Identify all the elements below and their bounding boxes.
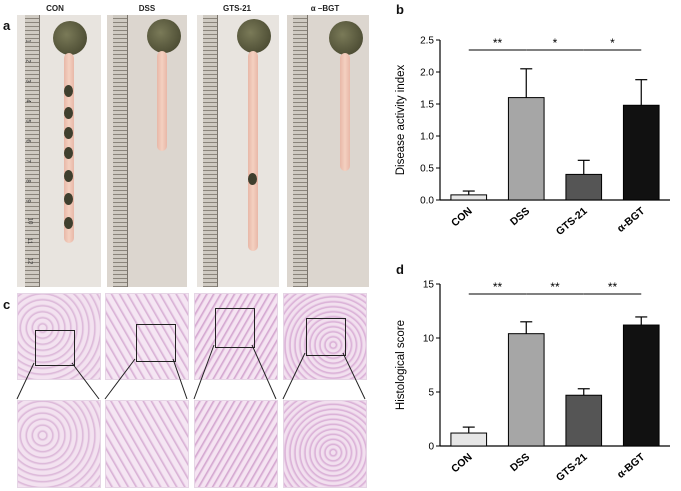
cecum-icon — [147, 19, 181, 53]
colon-photo-con — [17, 15, 101, 287]
histology-gts21-high — [194, 400, 278, 488]
x-tick-label: CON — [449, 205, 475, 229]
zoom-box — [215, 308, 255, 348]
histology-abgt-high — [283, 400, 367, 488]
ruler — [203, 15, 218, 287]
fecal-pellet-icon — [64, 170, 73, 182]
panel-letter-c: c — [3, 297, 11, 312]
bar — [565, 173, 603, 201]
x-tick-label: GTS-21 — [554, 205, 590, 238]
histology-con-low — [17, 293, 101, 380]
fecal-pellet-icon — [64, 193, 73, 205]
y-tick-label: 5 — [428, 388, 434, 399]
chart-disease-activity: 0.0 0.5 1.0 1.5 2.0 2.5 Disease activity index… — [395, 36, 670, 238]
ruler — [293, 15, 308, 287]
bar — [507, 333, 545, 447]
panel-letter-b: b — [396, 2, 404, 17]
histology-abgt-low — [283, 293, 367, 380]
photo-label-abgt: α –BGT — [310, 4, 340, 13]
y-tick-label: 0 — [428, 442, 434, 453]
x-tick-label: GTS-21 — [554, 451, 590, 484]
zoom-box — [35, 330, 75, 366]
y-tick-label: 2.5 — [420, 36, 434, 47]
y-tick-label: 2.0 — [420, 68, 434, 79]
zoom-box — [136, 324, 176, 362]
photo-label-dss: DSS — [138, 4, 156, 13]
ruler — [25, 15, 40, 287]
significance-label: * — [610, 36, 615, 50]
histology-dss-high — [105, 400, 189, 488]
significance-label: * — [553, 36, 558, 50]
histology-con-high — [17, 400, 101, 488]
bar — [450, 194, 488, 201]
bar — [622, 324, 660, 447]
cecum-icon — [53, 21, 87, 55]
colon-tissue — [248, 51, 258, 251]
x-tick-label: DSS — [508, 451, 532, 474]
x-tick-label: CON — [449, 451, 475, 475]
y-tick-label: 10 — [423, 334, 435, 345]
y-tick-label: 0.0 — [420, 196, 434, 207]
y-tick-label: 1.5 — [420, 100, 434, 111]
ruler — [113, 15, 128, 287]
colon-photo-dss — [107, 15, 187, 287]
y-tick-label: 0.5 — [420, 164, 434, 175]
y-tick-label: 15 — [423, 280, 435, 291]
fecal-pellet-icon — [64, 147, 73, 159]
significance-label: ** — [550, 280, 560, 294]
bar — [565, 394, 603, 447]
colon-photo-gts21 — [197, 15, 279, 287]
zoom-box — [306, 318, 346, 356]
histology-gts21-low — [194, 293, 278, 380]
fecal-pellet-icon — [64, 217, 73, 229]
fecal-pellet-icon — [64, 127, 73, 139]
significance-label: ** — [493, 280, 503, 294]
x-tick-label: α-BGT — [615, 205, 648, 235]
fecal-pellet-icon — [64, 85, 73, 97]
bar — [507, 97, 545, 201]
bar — [622, 104, 660, 201]
colon-tissue — [157, 51, 167, 151]
y-axis-label: Histological score — [395, 320, 407, 410]
significance-label: ** — [608, 280, 618, 294]
fecal-pellet-icon — [64, 107, 73, 119]
x-tick-label: α-BGT — [615, 451, 648, 481]
cecum-icon — [237, 19, 271, 53]
fecal-pellet-icon — [248, 173, 257, 185]
colon-tissue — [340, 53, 350, 171]
photo-label-con: CON — [46, 4, 64, 13]
bar — [450, 432, 488, 447]
panel-letter-a: a — [3, 18, 11, 33]
colon-photo-abgt — [287, 15, 369, 287]
significance-label: ** — [493, 36, 503, 50]
photo-label-gts21: GTS-21 — [222, 4, 251, 13]
x-tick-label: DSS — [508, 205, 532, 228]
y-axis-label: Disease activity index — [395, 64, 407, 175]
chart-histological-score: 0 5 10 15 Histological score CON DSS GTS-21 α-BG… — [395, 280, 670, 484]
cecum-icon — [329, 21, 363, 55]
panel-letter-d: d — [396, 262, 404, 277]
y-tick-label: 1.0 — [420, 132, 434, 143]
